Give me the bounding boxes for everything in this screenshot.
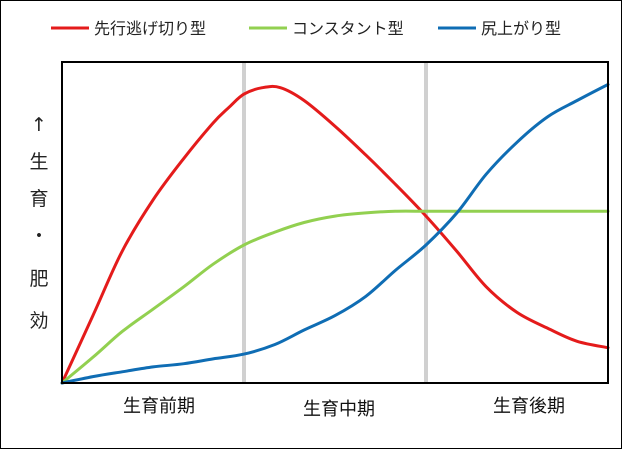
y-axis-char-3: ・ (29, 225, 48, 247)
legend: 先行逃げ切り型 コンスタント型 尻上がり型 (51, 19, 561, 38)
phase-label-middle: 生育中期 (303, 399, 375, 420)
y-axis-char-2: 育 (29, 188, 48, 210)
series-line-senko (60, 84, 610, 385)
y-axis-arrow: ↑ (31, 114, 47, 136)
legend-label-constant: コンスタント型 (292, 19, 404, 38)
legend-label-senko: 先行逃げ切り型 (94, 19, 206, 38)
phase-label-early: 生育前期 (123, 396, 195, 417)
series-line-shiriagari (60, 83, 610, 385)
phase-label-late: 生育後期 (493, 396, 565, 417)
y-axis-char-4: 肥 (29, 268, 48, 290)
y-axis-char-5: 効 (29, 310, 48, 332)
plot-area (62, 62, 608, 383)
series-line-constant (60, 209, 610, 385)
plot-border (61, 61, 609, 384)
y-axis-char-1: 生 (29, 151, 48, 173)
legend-label-shiriagari: 尻上がり型 (481, 19, 561, 38)
y-axis-label: ↑ 生 育 ・ 肥 効 (29, 114, 48, 332)
